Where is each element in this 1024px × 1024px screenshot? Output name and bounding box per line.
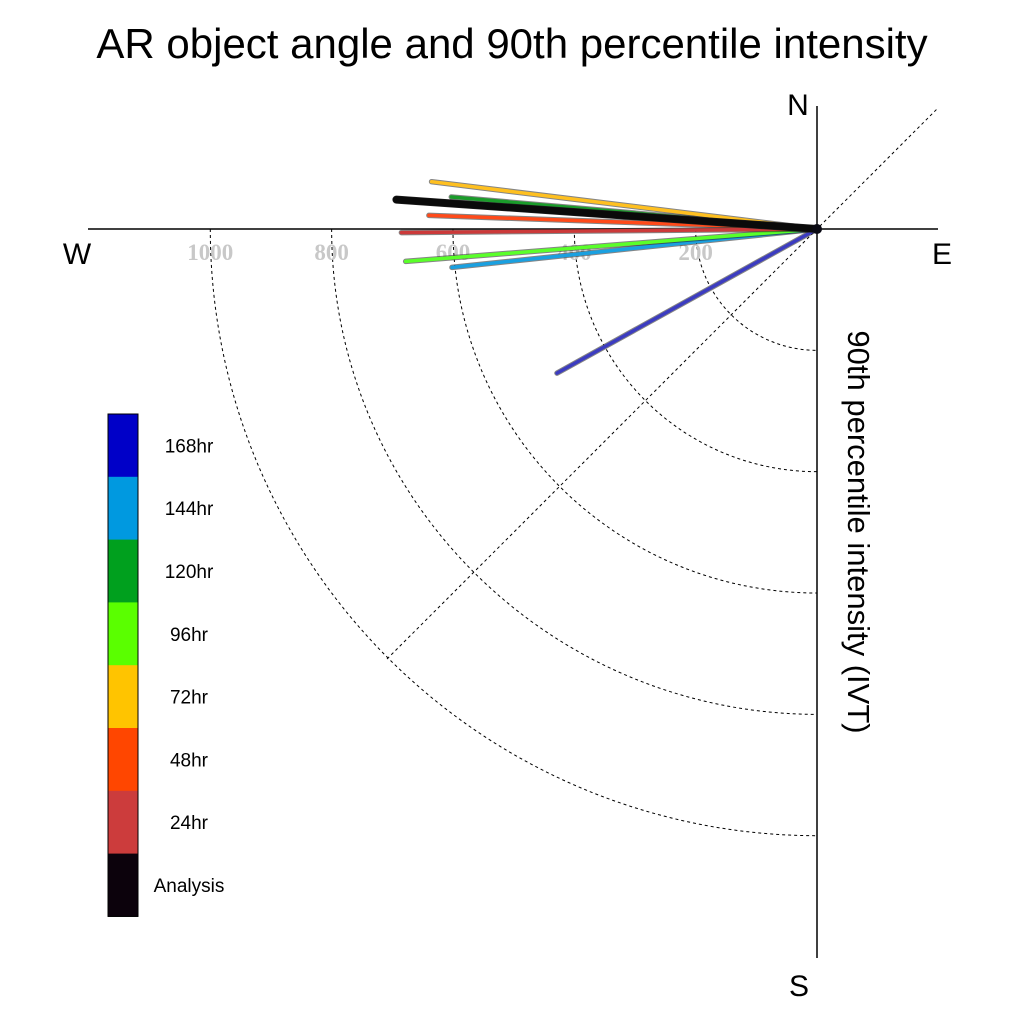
vector-168hr bbox=[555, 227, 819, 375]
origin-point bbox=[812, 224, 822, 234]
grid-arc-1000 bbox=[209, 228, 818, 837]
legend-swatch-96hr bbox=[108, 602, 138, 666]
legend-border bbox=[107, 413, 139, 917]
legend-label: 120hr bbox=[165, 562, 214, 583]
grid-arc-800 bbox=[331, 228, 818, 715]
legend-swatch-120hr bbox=[108, 539, 138, 603]
grid-arc-200 bbox=[695, 228, 818, 351]
chart-title: AR object angle and 90th percentile inte… bbox=[96, 20, 927, 67]
vector-96hr bbox=[403, 227, 819, 264]
legend-label: 48hr bbox=[170, 750, 209, 771]
tick-label: 800 bbox=[314, 240, 349, 265]
vector-24hr bbox=[399, 227, 819, 235]
legend-swatch-analysis bbox=[108, 853, 138, 917]
legend-swatch-144hr bbox=[108, 476, 138, 541]
compass-west: W bbox=[63, 238, 92, 271]
legend-label: 72hr bbox=[170, 688, 209, 709]
legend-label: 168hr bbox=[165, 436, 214, 457]
vector-analysis bbox=[392, 196, 821, 233]
compass-north: N bbox=[787, 89, 809, 122]
y-axis-label: 90th percentile intensity (IVT) bbox=[841, 330, 876, 733]
diagonal-guide bbox=[386, 107, 939, 660]
legend-swatch-24hr bbox=[108, 790, 138, 855]
legend: 168hr 144hr 120hr 96hr 72hr 48hr 24hr Analysis bbox=[107, 413, 225, 917]
legend-label: Analysis bbox=[154, 876, 225, 897]
legend-swatch-48hr bbox=[108, 728, 138, 792]
legend-label: 144hr bbox=[165, 499, 214, 520]
legend-swatch-168hr bbox=[108, 414, 138, 478]
legend-label: 24hr bbox=[170, 813, 209, 834]
tick-label: 1000 bbox=[187, 240, 233, 265]
vectors bbox=[392, 178, 821, 376]
grid-arc-400 bbox=[573, 228, 818, 473]
grid-arc-600 bbox=[452, 228, 818, 594]
radial-grid bbox=[209, 228, 818, 837]
compass-east: E bbox=[932, 238, 952, 271]
legend-swatch-72hr bbox=[108, 665, 138, 729]
compass-south: S bbox=[789, 970, 809, 1003]
legend-label: 96hr bbox=[170, 625, 209, 646]
